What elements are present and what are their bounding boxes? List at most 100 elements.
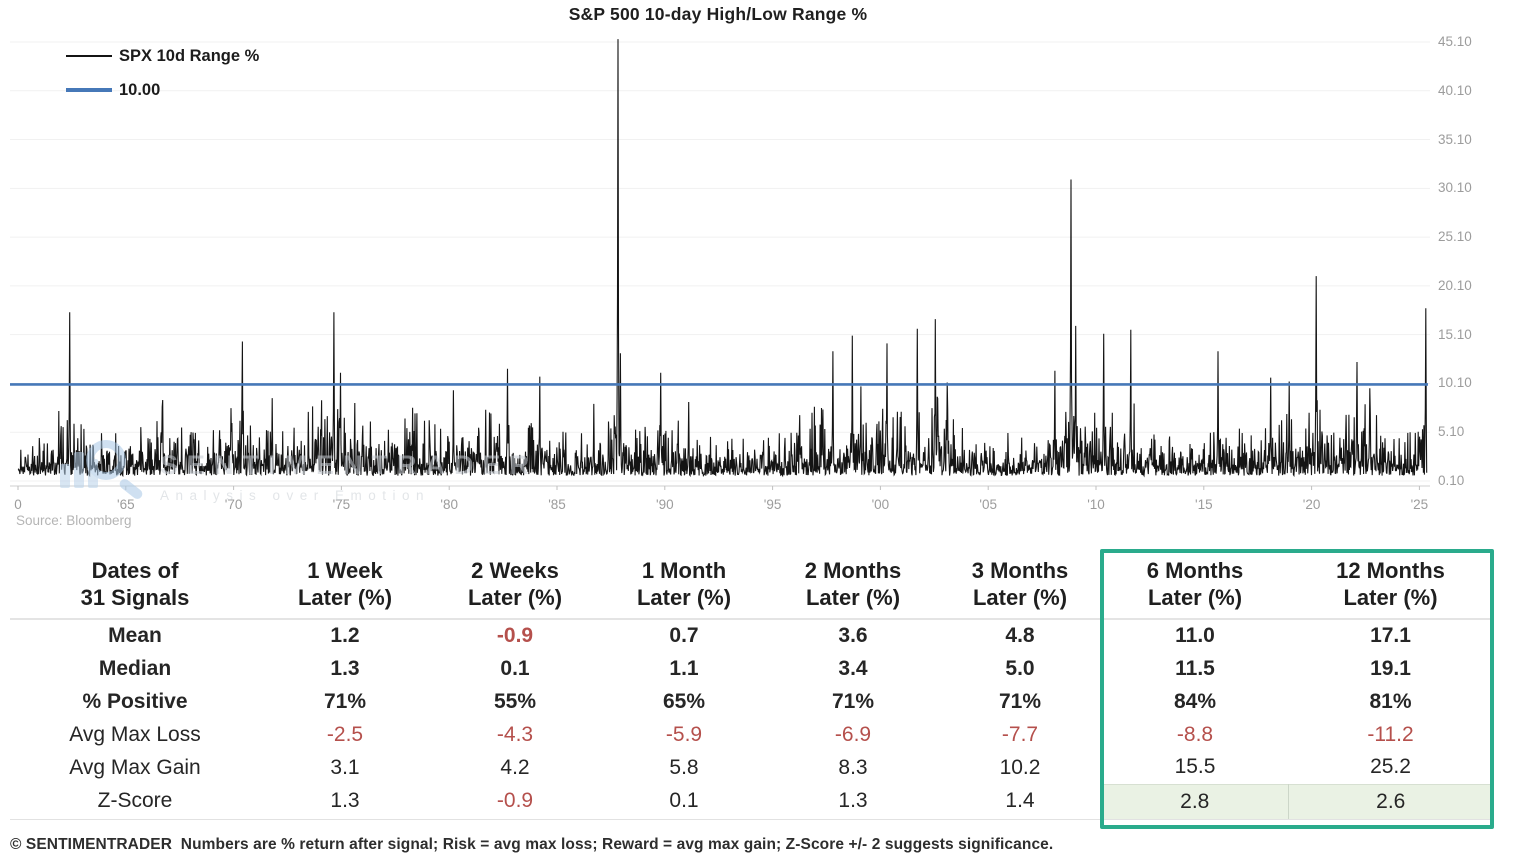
legend-item-threshold: 10.00: [66, 78, 259, 102]
cell-median-2-weeks: 0.1: [500, 656, 530, 680]
cell-z-score-1-week: 1.3: [260, 784, 430, 820]
col-header-2-weeks: 2 Weeks Later (%): [430, 553, 600, 620]
y-axis-tick-label: 30.10: [1438, 180, 1472, 196]
x-axis-tick-label: '15: [1195, 497, 1213, 512]
cell-z-score-3-months: 1.4: [938, 784, 1102, 820]
x-axis-tick-label: 0: [14, 497, 22, 512]
cell-median-2-months: 3.4: [838, 656, 868, 680]
legend-line-sample-black: [66, 54, 112, 58]
cell-mean-1-week: 1.2: [330, 624, 360, 647]
y-axis-tick-label: 0.10: [1438, 473, 1465, 488]
table-row-z-score: Z-Score 1.3 -0.9 0.1 1.3 1.4 2.8 2.6: [10, 783, 1493, 820]
x-axis-tick-label: '10: [1087, 497, 1105, 512]
cell-positive-6-months: 84%: [1173, 689, 1217, 713]
col-header-3-months: 3 Months Later (%): [938, 553, 1102, 620]
x-axis-tick-label: '70: [224, 497, 243, 512]
cell-avg-max-loss-6-months: -8.8: [1176, 722, 1214, 746]
signal-stats-table: Dates of 31 Signals 1 Week Later (%) 2 Weeks…: [10, 553, 1493, 820]
cell-avg-max-loss-12-months: -11.2: [1367, 722, 1414, 746]
chart-area: SENTIMENTRADER Analysis over Emotion SPX…: [8, 28, 1432, 503]
x-axis-tick-label: '25: [1410, 497, 1429, 512]
row-label: Z-Score: [10, 784, 260, 820]
cell-z-score-1-month: 0.1: [600, 784, 768, 820]
cell-median-1-month: 1.1: [669, 656, 699, 680]
y-axis-tick-label: 5.10: [1438, 424, 1465, 440]
cell-avg-max-loss-3-months: -7.7: [1001, 722, 1039, 746]
y-axis-tick-label: 20.10: [1438, 277, 1472, 293]
x-axis-tick-label: '95: [763, 497, 782, 512]
y-axis-tick-label: 40.10: [1438, 82, 1472, 98]
cell-mean-6-months: 11.0: [1175, 624, 1215, 647]
footer-note: © SENTIMENTRADER Numbers are % return af…: [10, 836, 1054, 853]
cell-median-12-months: 19.1: [1370, 656, 1411, 680]
chart-title: S&P 500 10-day High/Low Range %: [568, 4, 868, 24]
legend-line-sample-blue: [66, 88, 112, 92]
cell-avg-max-gain-12-months: 25.2: [1370, 755, 1411, 779]
x-axis-tick-label: '65: [117, 497, 135, 512]
table-row-avg-max-loss: Avg Max Loss -2.5 -4.3 -5.9 -6.9 -7.7 -8.8 -11.…: [10, 718, 1493, 751]
x-axis-tick-label: '90: [656, 497, 674, 512]
row-label: Median: [98, 656, 172, 680]
cell-avg-max-loss-2-months: -6.9: [834, 722, 872, 746]
x-axis-tick-label: '00: [871, 497, 890, 512]
cell-mean-1-month: 0.7: [669, 624, 699, 647]
legend-label-spx-range: SPX 10d Range %: [119, 46, 260, 65]
y-axis-tick-label: 45.10: [1438, 33, 1472, 49]
cell-avg-max-gain-2-months: 8.3: [838, 755, 868, 779]
cell-positive-3-months: 71%: [998, 689, 1042, 713]
cell-avg-max-gain-1-week: 3.1: [330, 755, 360, 779]
chart-legend: SPX 10d Range % 10.00: [66, 44, 259, 112]
x-axis-tick-label: '75: [332, 497, 351, 512]
spx-range-chart: [10, 39, 1430, 490]
col-header-12-months: 12 Months Later (%): [1288, 553, 1493, 620]
table-row-mean: Mean 1.2 -0.9 0.7 3.6 4.8 11.0 17.1: [10, 619, 1493, 652]
cell-mean-3-months: 4.8: [1005, 624, 1035, 647]
col-header-1-month: 1 Month Later (%): [600, 553, 768, 620]
cell-positive-2-months: 71%: [831, 689, 875, 713]
cell-mean-12-months: 17.1: [1370, 624, 1411, 647]
cell-avg-max-gain-3-months: 10.2: [999, 755, 1041, 779]
cell-positive-2-weeks: 55%: [493, 689, 537, 713]
table-row-positive: % Positive 71% 55% 65% 71% 71% 84% 81%: [10, 685, 1493, 718]
cell-avg-max-loss-1-week: -2.5: [326, 722, 364, 746]
row-label: Mean: [108, 624, 162, 647]
cell-z-score-2-weeks: -0.9: [430, 784, 600, 820]
x-axis-tick-label: '20: [1302, 497, 1321, 512]
y-axis-tick-label: 10.10: [1438, 375, 1472, 391]
y-axis-tick-label: 35.10: [1438, 131, 1472, 147]
table-row-avg-max-gain: Avg Max Gain 3.1 4.2 5.8 8.3 10.2 15.5 25.2: [10, 751, 1493, 784]
cell-positive-12-months: 81%: [1369, 689, 1412, 713]
y-axis-tick-label: 25.10: [1438, 229, 1472, 245]
table-header-row: Dates of 31 Signals 1 Week Later (%) 2 Weeks…: [10, 553, 1493, 620]
x-axis-tick-label: '80: [440, 497, 458, 512]
cell-z-score-2-months: 1.3: [768, 784, 938, 820]
cell-avg-max-loss-2-weeks: -4.3: [496, 722, 534, 746]
col-header-1-week: 1 Week Later (%): [260, 553, 430, 620]
x-axis-tick-label: '05: [979, 497, 997, 512]
y-axis-tick-label: 15.10: [1438, 326, 1472, 342]
cell-positive-1-month: 65%: [662, 689, 706, 713]
col-header-6-months: 6 Months Later (%): [1102, 553, 1288, 620]
cell-mean-2-months: 3.6: [838, 624, 868, 647]
cell-avg-max-loss-1-month: -5.9: [665, 722, 703, 746]
col-header-2-months: 2 Months Later (%): [768, 553, 938, 620]
cell-avg-max-gain-2-weeks: 4.2: [500, 755, 530, 779]
x-axis-tick-label: '85: [548, 497, 566, 512]
row-label: % Positive: [82, 689, 188, 713]
cell-median-1-week: 1.3: [330, 656, 360, 680]
cell-z-score-12-months: 2.6: [1288, 783, 1493, 820]
cell-mean-2-weeks: -0.9: [496, 624, 534, 647]
col-header-dates-of: Dates of 31 Signals: [10, 553, 260, 620]
cell-avg-max-gain-1-month: 5.8: [669, 755, 699, 779]
table-row-median: Median 1.3 0.1 1.1 3.4 5.0 11.5 19.1: [10, 652, 1493, 685]
source-label: Source: Bloomberg: [16, 513, 132, 528]
cell-median-3-months: 5.0: [1005, 656, 1035, 680]
cell-median-6-months: 11.5: [1175, 656, 1215, 680]
legend-label-threshold: 10.00: [119, 80, 161, 99]
cell-z-score-6-months: 2.8: [1102, 783, 1289, 820]
legend-item-spx-range: SPX 10d Range %: [66, 44, 259, 68]
cell-positive-1-week: 71%: [323, 689, 367, 713]
row-label: Avg Max Loss: [69, 722, 201, 746]
row-label: Avg Max Gain: [69, 755, 201, 779]
